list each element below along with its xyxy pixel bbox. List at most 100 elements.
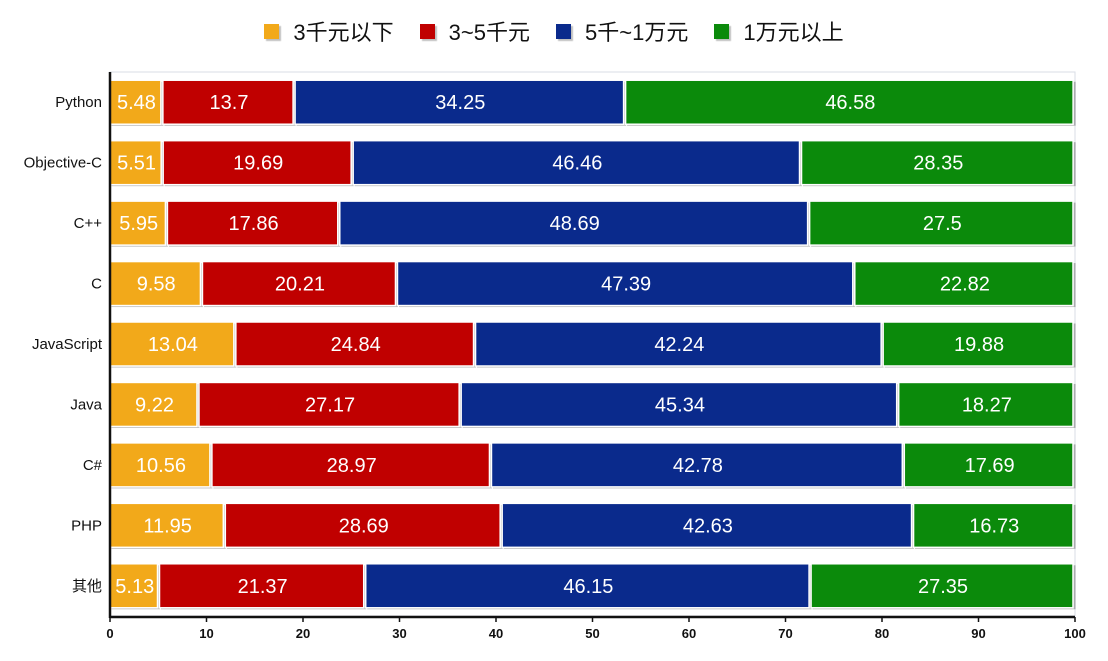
x-tick-label: 10: [199, 626, 213, 641]
x-tick-label: 100: [1064, 626, 1086, 641]
bar-segment: [897, 381, 1074, 428]
bar-segment: [224, 502, 501, 549]
bar-segment: [294, 79, 625, 125]
bar-segment: [109, 381, 198, 428]
data-label: 18.27: [962, 394, 1012, 416]
data-label: 27.35: [918, 576, 968, 598]
bar-segment: [109, 260, 202, 307]
legend-item: 3~5千元: [419, 15, 530, 47]
bar-segment: [810, 563, 1074, 609]
data-label: 9.22: [135, 394, 174, 416]
data-label: 5.48: [117, 92, 156, 114]
bar-segment: [854, 260, 1074, 307]
category-label: C: [91, 276, 102, 293]
bar-segment: [158, 563, 365, 609]
bar-segment: [460, 381, 898, 428]
legend-label: 5千~1万元: [585, 20, 689, 45]
bar-segment: [109, 502, 225, 549]
bar-segment: [162, 139, 352, 186]
x-tick-label: 90: [971, 626, 985, 641]
bar-segment: [800, 139, 1074, 186]
legend-swatch: [556, 23, 571, 39]
data-label: 45.34: [655, 394, 705, 416]
bar-segment: [109, 321, 235, 367]
bar-segment: [109, 139, 162, 186]
legend-item: 3千元以下: [264, 15, 394, 47]
category-label: C++: [74, 215, 103, 232]
category-label: JavaScript: [32, 336, 103, 353]
bar-segment: [201, 260, 397, 307]
legend-label: 1万元以上: [743, 20, 844, 45]
data-label: 5.51: [117, 153, 156, 175]
bar-segment: [162, 79, 294, 125]
data-label: 46.46: [552, 153, 602, 175]
category-label: C#: [83, 457, 103, 474]
data-label: 17.69: [965, 455, 1015, 477]
data-label: 28.35: [913, 153, 963, 175]
data-label: 21.37: [238, 576, 288, 598]
category-label: Java: [70, 396, 102, 413]
data-label: 22.82: [940, 274, 990, 296]
data-label: 24.84: [331, 334, 381, 356]
data-label: 46.58: [825, 92, 875, 114]
bar-segment: [364, 563, 810, 609]
legend-swatch: [419, 23, 435, 39]
bar-segment: [490, 442, 904, 488]
data-label: 13.04: [148, 334, 198, 356]
data-label: 27.5: [923, 213, 962, 235]
bar-segment: [882, 321, 1074, 367]
data-label: 47.39: [601, 274, 651, 296]
x-tick-label: 40: [489, 626, 503, 641]
legend-swatch: [264, 23, 280, 39]
data-label: 46.15: [563, 576, 613, 598]
bar-segment: [198, 381, 460, 428]
data-label: 17.86: [229, 213, 279, 235]
data-label: 20.21: [275, 274, 325, 296]
x-tick-label: 20: [296, 626, 310, 641]
data-label: 27.17: [305, 394, 355, 416]
bar-segment: [912, 502, 1074, 549]
category-label: Objective-C: [24, 155, 103, 172]
bar-segment: [624, 79, 1074, 125]
legend-swatch: [714, 23, 730, 39]
category-label: Python: [55, 94, 102, 111]
bar-segment: [903, 442, 1074, 488]
legend-item: 5千~1万元: [556, 15, 688, 47]
data-label: 48.69: [550, 213, 600, 235]
data-label: 42.24: [654, 334, 704, 356]
bar-segment: [109, 79, 162, 125]
bar-segment: [211, 442, 491, 488]
data-label: 19.88: [954, 334, 1004, 356]
bar-segment: [808, 200, 1074, 246]
x-tick-label: 80: [875, 626, 889, 641]
data-label: 42.78: [673, 455, 723, 477]
legend-label: 3~5千元: [448, 20, 530, 45]
data-label: 16.73: [969, 515, 1019, 537]
bar-segment: [109, 200, 167, 246]
chart-legend: 3千元以下 3~5千元 5千~1万元 1万元以上: [0, 14, 1108, 48]
legend-label: 3千元以下: [293, 20, 394, 45]
category-label: PHP: [71, 517, 102, 534]
bar-segment: [396, 260, 854, 307]
data-label: 34.25: [435, 92, 485, 114]
data-label: 13.7: [210, 92, 249, 114]
bar-segment: [501, 502, 913, 549]
data-label: 42.63: [683, 515, 733, 537]
bar-segment: [339, 200, 809, 246]
x-tick-label: 60: [682, 626, 696, 641]
bar-segment: [352, 139, 801, 186]
x-tick-label: 30: [392, 626, 406, 641]
legend-item: 1万元以上: [714, 15, 844, 47]
data-label: 19.69: [233, 153, 283, 175]
x-tick-label: 50: [585, 626, 599, 641]
bar-segment: [474, 321, 882, 367]
data-label: 9.58: [137, 274, 176, 296]
bar-segment: [166, 200, 339, 246]
bar-segment: [235, 321, 475, 367]
bar-segment: [109, 563, 159, 609]
x-tick-label: 70: [778, 626, 792, 641]
data-label: 11.95: [143, 515, 192, 537]
category-label: 其他: [72, 578, 102, 595]
data-label: 28.97: [327, 455, 377, 477]
